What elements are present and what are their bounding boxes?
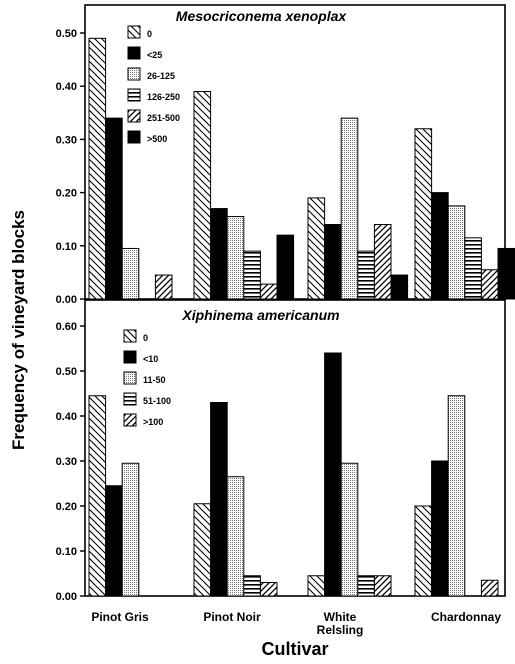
x-axis-label: Cultivar (261, 639, 328, 659)
y-tick-label: 0.00 (56, 294, 77, 306)
category-label: Relsling (317, 623, 364, 637)
bar-diag-back-0 (88, 37, 107, 300)
bar-dots-0 (121, 462, 140, 597)
bar-diag-fwd-3 (480, 579, 499, 597)
bar-diag-fwd-2 (373, 575, 392, 597)
legend-label: 251-500 (147, 113, 180, 123)
bar-horiz-1 (243, 575, 261, 597)
plot-frame (84, 4, 506, 300)
category-label: Pinot Noir (203, 610, 261, 624)
chart-title: Mesocriconema xenoplax (176, 8, 348, 24)
bar-diag-fwd-2 (373, 224, 392, 300)
bar-solid-2 (390, 274, 409, 300)
legend-swatch (127, 46, 141, 60)
legend-label: 126-250 (147, 92, 180, 102)
bar-diag-back-2 (307, 575, 326, 597)
bar-solid-2 (324, 352, 342, 597)
legend-label: >100 (143, 417, 163, 427)
chart-title: Xiphinema americanum (181, 307, 339, 323)
bar-diag-fwd-0 (154, 274, 173, 300)
bar-solid-0 (105, 117, 123, 300)
y-tick-label: 0.10 (56, 546, 77, 558)
bar-diag-fwd-3 (480, 269, 499, 300)
bar-diag-back-3 (414, 505, 433, 597)
legend-swatch (127, 109, 141, 123)
bar-solid-3 (497, 247, 515, 300)
bar-horiz-1 (243, 250, 261, 300)
y-tick-label: 0.40 (56, 81, 77, 93)
y-tick-label: 0.30 (56, 134, 77, 146)
y-tick-label: 0.00 (56, 591, 77, 603)
bar-solid-3 (431, 192, 449, 300)
legend-label: 0 (143, 333, 148, 343)
bar-dots-3 (447, 205, 466, 300)
bar-dots-1 (226, 216, 245, 300)
legend-label: <10 (143, 354, 158, 364)
category-label: Pinot Gris (91, 610, 149, 624)
legend-swatch (127, 88, 141, 102)
legend-label: 51-100 (143, 396, 171, 406)
legend-label: 11-50 (143, 375, 166, 385)
bar-horiz-3 (464, 237, 482, 300)
bar-diag-back-3 (414, 128, 433, 300)
legend-swatch (123, 350, 137, 364)
bar-dots-3 (447, 395, 466, 597)
bar-dots-0 (121, 247, 140, 300)
bar-diag-back-2 (307, 197, 326, 300)
bar-solid-0 (105, 485, 123, 597)
legend-swatch (123, 371, 137, 385)
legend-label: 26-125 (147, 71, 175, 81)
bar-diag-back-1 (193, 503, 212, 597)
category-label: Chardonnay (431, 610, 501, 624)
plot-frame (84, 299, 506, 597)
chart-panel-xiphinema: 0.00 0.10 0.20 0.30 0.40 0.50 0.60 Xiphinema am… (56, 299, 506, 603)
legend-label: >500 (147, 134, 167, 144)
y-tick-label: 0.20 (56, 501, 77, 513)
y-tick-label: 0.30 (56, 456, 77, 468)
bar-dots-1 (226, 476, 245, 597)
y-tick-label: 0.50 (56, 366, 77, 378)
bar-solid-1 (276, 234, 295, 300)
legend-label: 0 (147, 29, 152, 39)
bar-diag-fwd-1 (259, 582, 278, 597)
bar-horiz-2 (357, 575, 375, 597)
bar-solid-1 (210, 402, 228, 597)
legend-swatch (123, 413, 137, 427)
legend-swatch (127, 130, 141, 144)
bar-solid-3 (431, 460, 449, 597)
y-axis-label: Frequency of vineyard blocks (9, 210, 28, 450)
category-label: White (324, 610, 357, 624)
bar-diag-back-1 (193, 91, 212, 300)
legend-swatch (127, 67, 141, 81)
legend-swatch (123, 329, 137, 343)
y-tick-label: 0.40 (56, 411, 77, 423)
y-tick-label: 0.60 (56, 321, 77, 333)
bar-solid-1 (210, 208, 228, 300)
bar-diag-fwd-1 (259, 283, 278, 300)
legend-label: <25 (147, 50, 162, 60)
y-tick-label: 0.50 (56, 28, 77, 40)
bar-diag-back-0 (88, 395, 107, 597)
bar-dots-2 (340, 462, 359, 597)
y-tick-label: 0.20 (56, 188, 77, 200)
y-tick-label: 0.10 (56, 241, 77, 253)
legend-swatch (127, 25, 141, 39)
bar-solid-2 (324, 224, 342, 300)
bar-horiz-2 (357, 250, 375, 300)
legend-swatch (123, 392, 137, 406)
bar-dots-2 (340, 117, 359, 300)
chart-panel-mesocriconema: 0.00 0.10 0.20 0.30 0.40 0.50 Mesocriconema xe… (56, 4, 515, 306)
